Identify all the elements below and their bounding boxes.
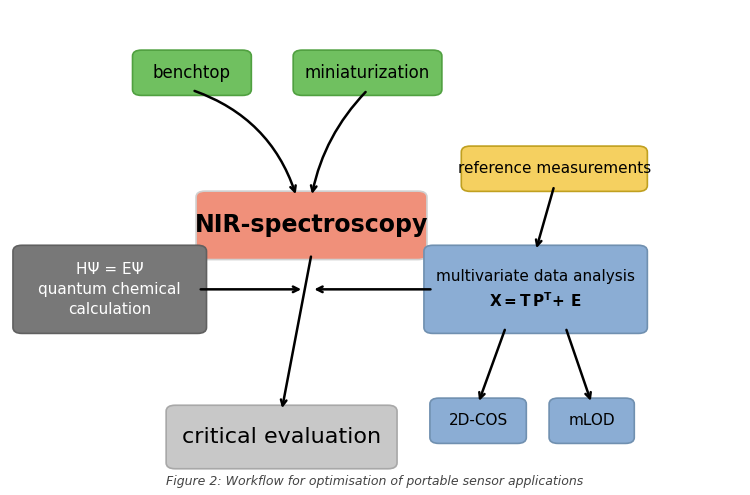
Text: multivariate data analysis
$\mathbf{X = T\,P^{T}\!+\, E}$: multivariate data analysis $\mathbf{X = … bbox=[436, 269, 635, 310]
FancyBboxPatch shape bbox=[430, 398, 526, 444]
FancyBboxPatch shape bbox=[424, 246, 647, 334]
FancyBboxPatch shape bbox=[196, 191, 427, 259]
Text: miniaturization: miniaturization bbox=[305, 64, 430, 82]
Text: NIR-spectroscopy: NIR-spectroscopy bbox=[195, 213, 428, 237]
Text: mLOD: mLOD bbox=[568, 413, 615, 428]
FancyBboxPatch shape bbox=[13, 246, 206, 334]
FancyBboxPatch shape bbox=[461, 146, 647, 192]
Text: reference measurements: reference measurements bbox=[458, 161, 651, 176]
Text: critical evaluation: critical evaluation bbox=[182, 427, 381, 447]
Text: Figure 2: Workflow for optimisation of portable sensor applications: Figure 2: Workflow for optimisation of p… bbox=[166, 475, 584, 488]
Text: HΨ = EΨ
quantum chemical
calculation: HΨ = EΨ quantum chemical calculation bbox=[38, 262, 181, 317]
FancyBboxPatch shape bbox=[133, 50, 251, 96]
Text: benchtop: benchtop bbox=[153, 64, 231, 82]
FancyBboxPatch shape bbox=[293, 50, 442, 96]
FancyBboxPatch shape bbox=[549, 398, 634, 444]
FancyBboxPatch shape bbox=[166, 405, 397, 469]
Text: 2D-COS: 2D-COS bbox=[448, 413, 508, 428]
